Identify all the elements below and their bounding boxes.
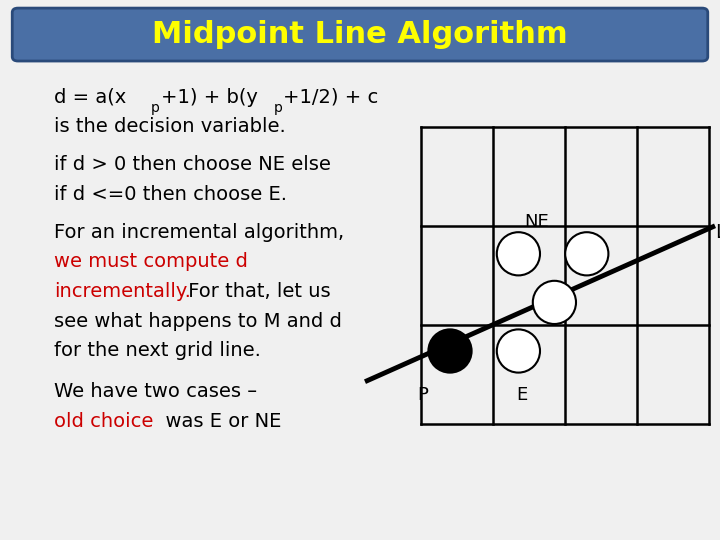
Ellipse shape (533, 281, 576, 324)
FancyBboxPatch shape (12, 8, 708, 61)
Ellipse shape (497, 329, 540, 373)
Text: M: M (560, 296, 576, 314)
Text: For an incremental algorithm,: For an incremental algorithm, (54, 222, 344, 241)
Text: P: P (417, 386, 428, 404)
Text: NE: NE (524, 213, 549, 231)
Text: Midpoint Line Algorithm: Midpoint Line Algorithm (152, 20, 568, 49)
Text: if d > 0 then choose NE else: if d > 0 then choose NE else (54, 155, 331, 174)
Text: p: p (274, 102, 282, 116)
Text: see what happens to M and d: see what happens to M and d (54, 312, 342, 330)
Text: p: p (151, 102, 160, 116)
Text: is the decision variable.: is the decision variable. (54, 117, 286, 136)
Ellipse shape (497, 232, 540, 275)
Ellipse shape (428, 329, 472, 373)
Text: For that, let us: For that, let us (182, 282, 330, 301)
Text: old choice: old choice (54, 411, 153, 430)
Text: for the next grid line.: for the next grid line. (54, 341, 261, 360)
Text: L: L (715, 222, 720, 242)
Text: was E or NE: was E or NE (153, 411, 282, 430)
Text: d = a(x: d = a(x (54, 87, 126, 106)
Text: +1/2) + c: +1/2) + c (283, 87, 378, 106)
Text: E: E (516, 386, 528, 404)
Text: We have two cases –: We have two cases – (54, 382, 257, 401)
Ellipse shape (565, 232, 608, 275)
Text: if d <=0 then choose E.: if d <=0 then choose E. (54, 185, 287, 204)
Text: incrementally.: incrementally. (54, 282, 191, 301)
Text: +1) + b(y: +1) + b(y (161, 87, 258, 106)
Text: we must compute d: we must compute d (54, 252, 248, 271)
